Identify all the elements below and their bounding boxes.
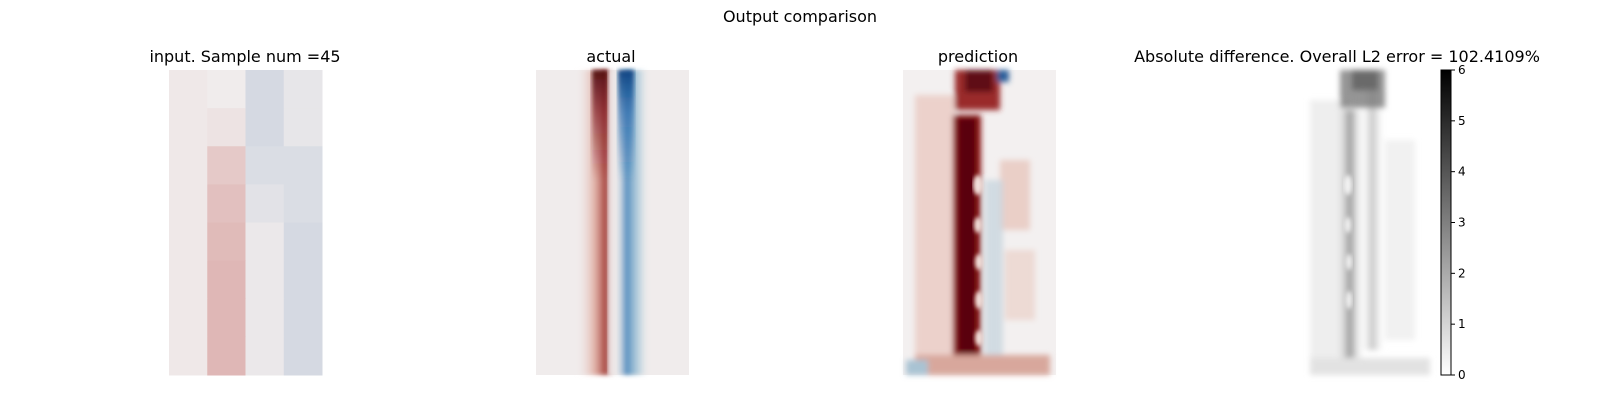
input-cell [283,108,323,147]
input-cell [283,336,323,376]
input-cell [245,222,285,262]
input-cell [169,336,208,376]
colorbar-gradient [1440,69,1452,376]
input-cell [283,184,323,224]
input-cell [245,336,285,376]
input-cell [283,298,323,338]
input-cell [245,260,285,300]
colorbar-tick-label: 1 [1458,317,1466,331]
colorbar-tick-label: 4 [1458,165,1466,179]
input-cell [207,336,246,376]
input-cell [283,260,323,300]
input-cell [245,298,285,338]
prediction-bottom-band [915,355,1050,375]
prediction-bottom-blue [906,360,928,375]
panel-prediction: prediction [903,47,1056,375]
prediction-faint-blue [985,180,1003,370]
prediction-faint-red-right2 [1005,250,1035,320]
input-cell [207,146,246,185]
difference-bottom [1310,358,1430,375]
colorbar-tick-label: 0 [1458,368,1466,382]
actual-blue-peak [618,70,634,180]
panel-actual: actual [536,47,689,375]
prediction-top-blob-dark [965,70,993,92]
colorbar-tick-label: 5 [1458,114,1466,128]
colorbar-tick-label: 3 [1458,216,1466,230]
input-heatmap [169,70,323,376]
input-cell [207,298,246,338]
difference-faint-right [1385,140,1415,340]
difference-heatmap [1297,70,1450,375]
panel-input-title: input. Sample num =45 [149,47,340,66]
colorbar-tick-label: 6 [1458,63,1466,77]
input-cell [207,222,246,262]
difference-top-mid [1340,70,1385,108]
colorbar-tick-label: 2 [1458,266,1466,280]
prediction-faint-red-right [1000,160,1030,230]
input-cell [283,146,323,185]
input-cell [169,146,208,185]
input-cell [169,108,208,147]
input-cell [207,70,246,109]
input-cell [169,260,208,300]
prediction-top-blue [997,70,1009,82]
input-cell [169,184,208,224]
input-cell [245,146,285,185]
colorbar-ticks: 0 1 2 3 4 5 6 [1451,63,1466,382]
difference-holes [1344,175,1352,309]
panel-actual-title: actual [586,47,635,66]
prediction-red-core [958,118,976,353]
input-cell [283,222,323,262]
input-cell [245,70,285,109]
panel-input: input. Sample num =45 [149,47,341,376]
input-cell [207,260,246,300]
figure-suptitle: Output comparison [723,7,877,26]
input-cell [207,184,246,224]
input-cell [207,108,246,147]
colorbar: 0 1 2 3 4 5 6 [1440,63,1466,382]
input-cell [169,70,208,109]
difference-column-second [1360,90,1385,350]
actual-heatmap [536,70,689,375]
prediction-holes [973,175,983,346]
prediction-heatmap [903,70,1056,375]
panel-difference-title: Absolute difference. Overall L2 error = … [1134,47,1540,66]
input-cell [169,298,208,338]
panel-prediction-title: prediction [938,47,1018,66]
input-cell [245,108,285,147]
actual-red-peak [592,70,608,180]
input-cell [245,184,285,224]
input-cell [283,70,323,109]
panel-difference: Absolute difference. Overall L2 error = … [1134,47,1540,382]
actual-gap [608,70,616,375]
prediction-faint-red-left [915,95,955,365]
input-cell [169,222,208,262]
